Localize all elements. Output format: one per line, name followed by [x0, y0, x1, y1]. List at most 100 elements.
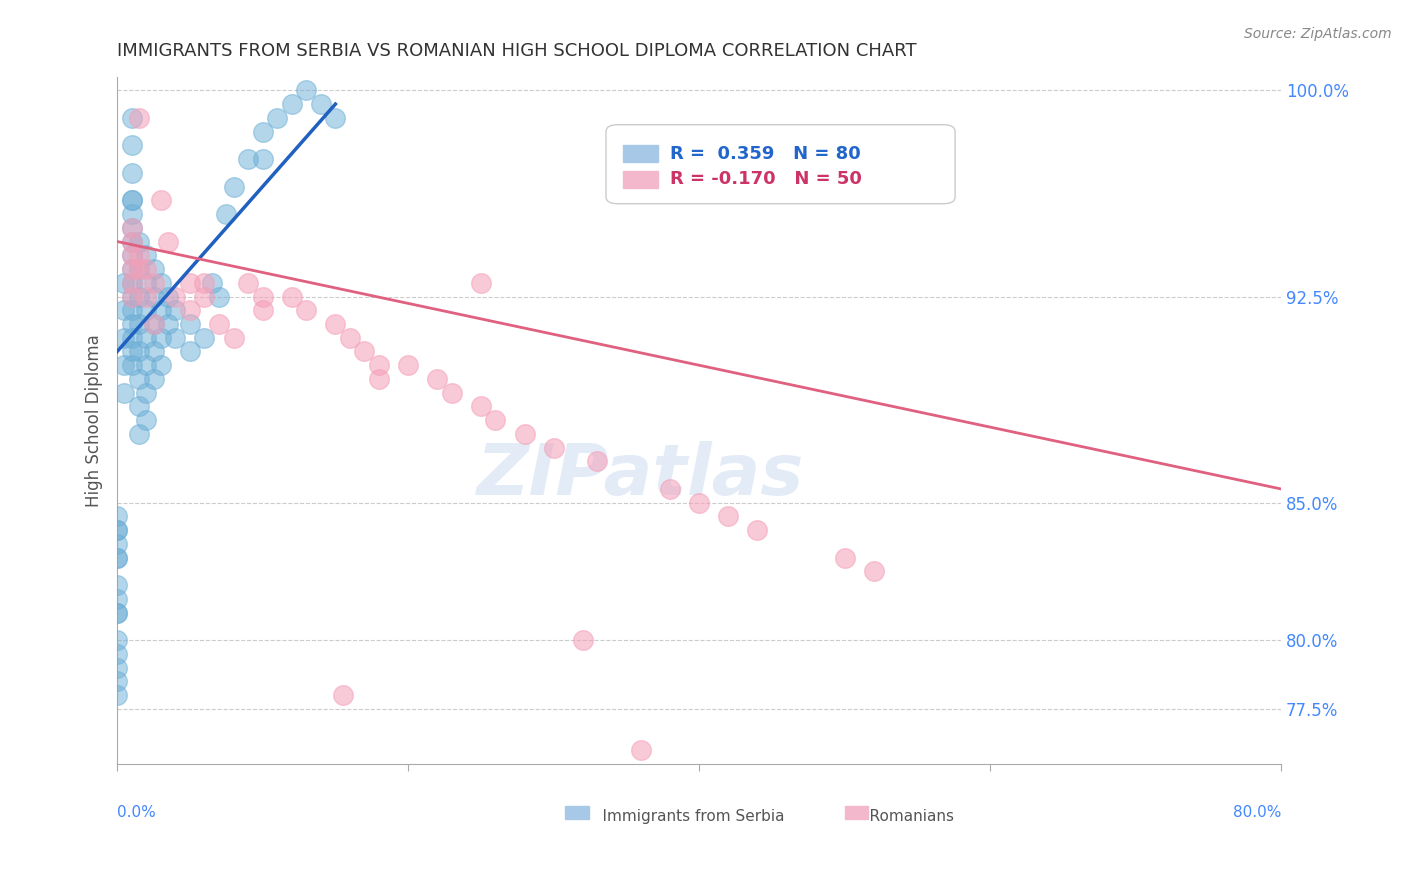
Point — [121, 289, 143, 303]
Point — [121, 317, 143, 331]
Point — [121, 262, 143, 277]
Point — [208, 289, 231, 303]
Point — [440, 385, 463, 400]
Point — [105, 633, 128, 648]
Point — [114, 358, 136, 372]
Point — [142, 262, 165, 277]
Point — [295, 83, 318, 97]
Point — [128, 111, 150, 125]
Point — [332, 688, 354, 702]
Point — [114, 385, 136, 400]
Point — [470, 276, 492, 290]
Point — [252, 152, 274, 166]
Point — [105, 591, 128, 606]
Text: Romanians: Romanians — [851, 808, 955, 823]
Point — [121, 276, 143, 290]
Point — [149, 276, 172, 290]
Point — [128, 427, 150, 442]
Point — [135, 248, 157, 262]
Point — [128, 372, 150, 386]
Point — [368, 372, 391, 386]
Point — [142, 276, 165, 290]
Point — [128, 235, 150, 249]
Point — [121, 303, 143, 318]
Point — [135, 385, 157, 400]
Text: 0.0%: 0.0% — [117, 805, 156, 820]
Point — [325, 111, 347, 125]
Point — [157, 289, 180, 303]
Point — [135, 262, 157, 277]
Point — [543, 441, 565, 455]
Point — [747, 523, 769, 537]
Point — [121, 262, 143, 277]
Point — [121, 166, 143, 180]
Point — [208, 317, 231, 331]
Text: Immigrants from Serbia: Immigrants from Serbia — [582, 808, 785, 823]
Point — [179, 303, 201, 318]
Point — [121, 111, 143, 125]
Point — [252, 289, 274, 303]
Point — [513, 427, 536, 442]
Point — [105, 578, 128, 592]
Point — [128, 344, 150, 359]
Point — [281, 289, 304, 303]
Point — [252, 125, 274, 139]
Text: 80.0%: 80.0% — [1233, 805, 1281, 820]
Point — [142, 289, 165, 303]
Point — [717, 509, 740, 524]
Bar — [623, 170, 658, 188]
Point — [105, 550, 128, 565]
Point — [105, 688, 128, 702]
Point — [149, 331, 172, 345]
Point — [121, 276, 143, 290]
Point — [121, 235, 143, 249]
Point — [157, 235, 180, 249]
Point — [128, 248, 150, 262]
Point — [121, 331, 143, 345]
Point — [193, 289, 215, 303]
Point — [222, 331, 245, 345]
Point — [426, 372, 449, 386]
Point — [165, 289, 187, 303]
Point — [105, 550, 128, 565]
Point — [105, 523, 128, 537]
Point — [128, 262, 150, 277]
Point — [834, 550, 856, 565]
Point — [128, 317, 150, 331]
Point — [105, 523, 128, 537]
Point — [193, 276, 215, 290]
Point — [266, 111, 288, 125]
Point — [862, 565, 884, 579]
Point — [236, 276, 259, 290]
Point — [396, 358, 419, 372]
Bar — [845, 806, 868, 819]
Point — [128, 400, 150, 414]
Point — [149, 358, 172, 372]
Point — [157, 317, 180, 331]
Point — [128, 289, 150, 303]
Point — [142, 317, 165, 331]
Point — [630, 743, 652, 757]
Point — [105, 509, 128, 524]
Text: Source: ZipAtlas.com: Source: ZipAtlas.com — [1244, 27, 1392, 41]
Point — [353, 344, 375, 359]
Point — [121, 248, 143, 262]
Point — [659, 482, 682, 496]
Text: ZIPatlas: ZIPatlas — [477, 441, 804, 509]
Point — [149, 194, 172, 208]
Point — [114, 331, 136, 345]
Point — [105, 537, 128, 551]
Point — [688, 496, 710, 510]
Point — [135, 303, 157, 318]
Point — [114, 303, 136, 318]
Point — [121, 344, 143, 359]
Bar — [623, 145, 658, 162]
Point — [295, 303, 318, 318]
Point — [105, 674, 128, 689]
Point — [142, 344, 165, 359]
Point — [236, 152, 259, 166]
Point — [121, 220, 143, 235]
Point — [252, 303, 274, 318]
Point — [179, 344, 201, 359]
Point — [114, 276, 136, 290]
